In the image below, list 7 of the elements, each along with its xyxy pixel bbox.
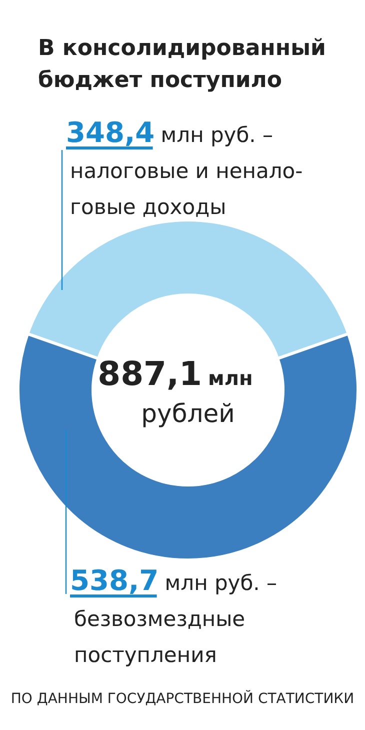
chart-title: В консолидированный бюджет поступило bbox=[38, 36, 326, 93]
slice-label: безвозмездные поступления bbox=[74, 607, 246, 667]
text: 887,1 млн рублей bbox=[98, 354, 253, 428]
text: ПО ДАННЫМ ГОСУДАРСТВЕННОЙ СТАТИСТИКИ bbox=[10, 690, 354, 707]
slice-label: налоговые и ненало- говые доходы bbox=[70, 159, 303, 219]
data-label: 538,7 млн руб. – bbox=[70, 564, 278, 597]
data-label: 348,4 млн руб. – bbox=[66, 116, 274, 149]
